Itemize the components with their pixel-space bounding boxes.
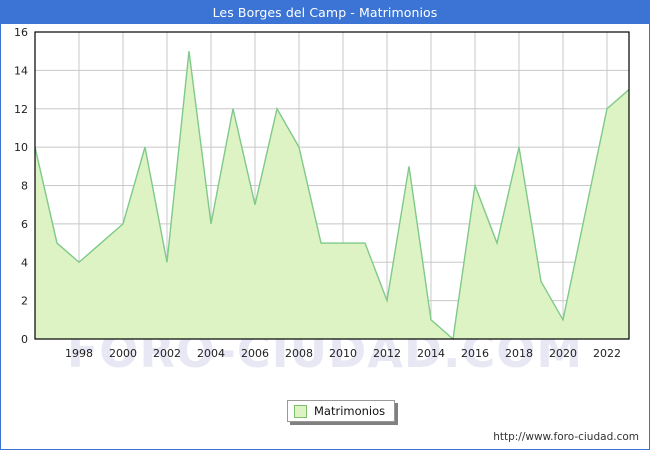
x-axis-tick-label: 2010 bbox=[329, 347, 357, 360]
series-area-matrimonios bbox=[35, 51, 629, 339]
x-axis-tick-label: 1998 bbox=[65, 347, 93, 360]
x-axis-tick-label: 2000 bbox=[109, 347, 137, 360]
chart-legend: Matrimonios bbox=[287, 400, 396, 422]
source-url: http://www.foro-ciudad.com bbox=[493, 431, 639, 443]
plot-frame bbox=[34, 31, 630, 340]
chart-area: FORO-CIUDAD.COM 0 2 4 6 8 10 12 14 16 1998 2000 200… bbox=[1, 24, 649, 449]
y-axis-tick-label: 16 bbox=[14, 26, 28, 39]
y-axis-tick-label: 4 bbox=[21, 256, 28, 269]
y-axis-tick-label: 6 bbox=[21, 218, 28, 231]
legend-swatch-icon bbox=[294, 404, 307, 418]
x-axis-tick-label: 2004 bbox=[197, 347, 225, 360]
plot-wrapper: 0 2 4 6 8 10 12 14 16 1998 2000 2002 2004 2006 2008 201… bbox=[1, 24, 649, 449]
window-title-bar: Les Borges del Camp - Matrimonios bbox=[1, 1, 649, 24]
page-title: Les Borges del Camp - Matrimonios bbox=[212, 5, 438, 20]
x-axis-tick-label: 2012 bbox=[373, 347, 401, 360]
x-axis-tick-label: 2022 bbox=[593, 347, 621, 360]
area-chart-plot: 0 2 4 6 8 10 12 14 16 1998 2000 2002 2004 2006 2008 201… bbox=[14, 26, 630, 360]
legend-label-matrimonios: Matrimonios bbox=[314, 404, 386, 418]
y-axis-tick-label: 2 bbox=[21, 295, 28, 308]
y-axis-tick-label: 12 bbox=[14, 103, 28, 116]
x-axis-tick-label: 2014 bbox=[417, 347, 445, 360]
x-axis-tick-label: 2002 bbox=[153, 347, 181, 360]
x-axis-tick-label: 2006 bbox=[241, 347, 269, 360]
series-line-matrimonios bbox=[34, 51, 630, 341]
y-axis-tick-label: 8 bbox=[21, 180, 28, 193]
y-axis-tick-label: 14 bbox=[14, 64, 28, 77]
y-axis-tick-label: 10 bbox=[14, 141, 28, 154]
x-axis-tick-label: 2018 bbox=[505, 347, 533, 360]
x-axis-tick-label: 2008 bbox=[285, 347, 313, 360]
x-axis-tick-label: 2016 bbox=[461, 347, 489, 360]
x-axis-tick-label: 2020 bbox=[549, 347, 577, 360]
y-axis-tick-label: 0 bbox=[21, 333, 28, 346]
